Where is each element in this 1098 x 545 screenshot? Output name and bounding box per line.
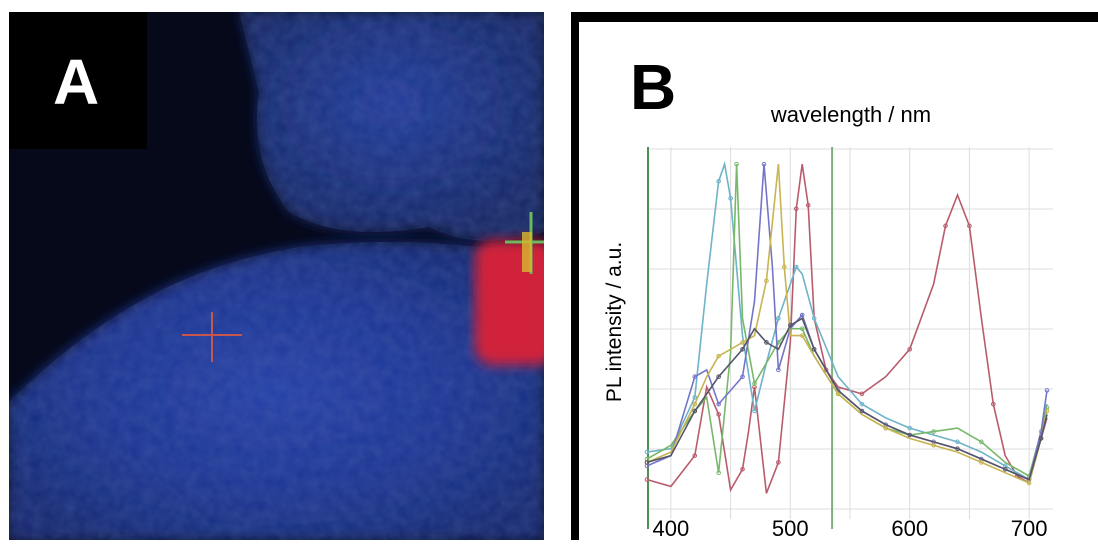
spectrum-point (787, 322, 793, 328)
pl-spectra-chart: 400 500 600 700 wavelength / nm PL intensity … (603, 102, 1053, 541)
spectrum-point (1038, 436, 1044, 441)
spectrum-point (811, 316, 817, 321)
spectrum-point (716, 401, 721, 407)
spectrum-point (799, 333, 805, 338)
spectrum-point (716, 470, 721, 476)
spectrum-point (692, 453, 698, 458)
spectrum-point (967, 223, 972, 229)
spectrum-point (644, 460, 650, 465)
spectrum-line-6 (646, 317, 1048, 481)
red-crosshair-marker (182, 312, 242, 362)
spectrum-point (811, 346, 817, 352)
chart-background: B 400 500 600 700 wavelength / nm PL intensit… (579, 22, 1098, 541)
x-tick-label: 400 (653, 516, 690, 540)
x-tick-label: 600 (891, 516, 928, 540)
spectrum-point (776, 460, 781, 465)
spectrum-point (716, 178, 721, 184)
spectrum-point (955, 439, 960, 445)
spectrum-point (1044, 388, 1050, 393)
spectrum-point (761, 161, 767, 167)
spectrum-point (1002, 466, 1008, 472)
spectrum-point (907, 432, 913, 438)
spectrum-point (835, 391, 841, 397)
spectrum-line-2 (646, 160, 1048, 481)
spectrum-point (931, 429, 936, 434)
spectrum-point (644, 477, 650, 482)
fluorescence-micrograph (9, 12, 544, 540)
spectrum-point (883, 425, 889, 431)
microscopy-image-panel: A (9, 12, 544, 540)
spectrum-point (740, 346, 745, 352)
spectrum-point (764, 340, 769, 345)
spectrum-point (692, 408, 698, 414)
panel-label-a: A (53, 46, 100, 118)
x-tick-label: 500 (772, 516, 809, 540)
spectrum-point (823, 367, 829, 373)
x-tick-label: 700 (1011, 516, 1048, 540)
spectrum-point (776, 367, 781, 373)
spectrum-point (692, 374, 698, 380)
spectrum-line-1 (646, 163, 1048, 494)
spectrum-point (776, 316, 781, 321)
spectrum-point (859, 408, 865, 414)
spectrum-line-4 (646, 164, 1048, 481)
spectrum-point (799, 326, 805, 332)
spectrum-point (728, 196, 733, 201)
spectrum-point (907, 346, 913, 352)
spectrum-point (805, 202, 811, 208)
spectrum-point (716, 353, 721, 359)
y-axis-label: PL intensity / a.u. (603, 242, 626, 402)
panel-label-b: B (630, 51, 677, 123)
spectrum-point (734, 161, 739, 167)
spectrum-point (793, 264, 799, 270)
spectrum-point (955, 446, 960, 452)
spectrum-point (799, 312, 805, 318)
spectrum-point (943, 223, 948, 229)
spectrum-point (752, 408, 757, 414)
spectrum-point (990, 401, 996, 407)
spectrum-point (979, 439, 984, 445)
spectrum-point (931, 442, 936, 448)
spectrum-point (692, 394, 698, 400)
spectrum-point (752, 381, 757, 386)
spectrum-point (1044, 408, 1050, 414)
spectrum-point (740, 340, 745, 345)
spectrum-point (907, 425, 913, 431)
spectrum-point (716, 374, 721, 380)
spectrum-point (644, 449, 650, 455)
spectra-chart-panel: B 400 500 600 700 wavelength / nm PL intensit… (571, 12, 1098, 541)
spectrum-point (859, 391, 865, 397)
spectrum-point (692, 401, 698, 407)
spectrum-point (764, 278, 769, 284)
spectrum-point (1026, 480, 1032, 486)
spectrum-point (859, 401, 865, 407)
spectrum-point (740, 466, 745, 472)
panel-label-background (9, 12, 147, 149)
spectrum-point (782, 264, 787, 270)
spectrum-line-5 (646, 164, 1048, 485)
spectrum-point (716, 412, 721, 417)
spectrum-line-3 (646, 164, 1048, 478)
x-axis-label: wavelength / nm (770, 102, 931, 127)
spectrum-point (793, 206, 799, 212)
spectrum-point (740, 374, 745, 380)
spectrum-point (979, 460, 984, 465)
